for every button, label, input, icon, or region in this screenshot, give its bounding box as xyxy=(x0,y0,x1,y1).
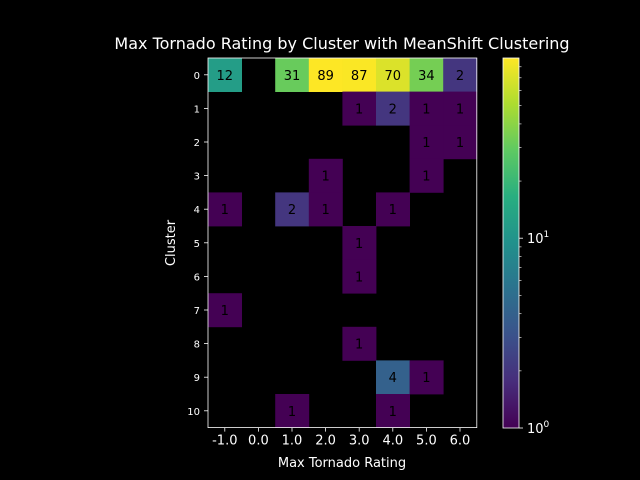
cell-value-label: 1 xyxy=(422,371,430,386)
heatmap-cell xyxy=(342,91,377,126)
chart-title: Max Tornado Rating by Cluster with MeanS… xyxy=(114,34,569,53)
heatmap-cell xyxy=(308,192,343,227)
heatmap-cell xyxy=(409,360,444,395)
cell-value-label: 1 xyxy=(355,237,363,252)
y-tick-label: 2 xyxy=(194,138,200,149)
cell-value-label: 70 xyxy=(385,69,402,84)
y-tick-label: 9 xyxy=(194,373,200,384)
cell-value-label: 87 xyxy=(351,69,368,84)
cell-value-label: 4 xyxy=(389,371,397,386)
cell-value-label: 1 xyxy=(221,203,229,218)
x-tick-label: 1.0 xyxy=(282,434,303,449)
colorbar-gradient xyxy=(503,58,519,428)
heatmap-cell xyxy=(443,125,478,160)
cell-value-label: 1 xyxy=(389,203,397,218)
heatmap-cell xyxy=(308,158,343,193)
heatmap-cell xyxy=(208,192,242,227)
heatmap-cell xyxy=(376,58,410,92)
y-tick-label: 3 xyxy=(194,172,200,183)
cell-value-label: 89 xyxy=(317,69,334,84)
cell-value-label: 1 xyxy=(456,136,464,151)
colorbar-tick-label: 101 xyxy=(527,230,549,247)
cell-value-label: 12 xyxy=(217,69,234,84)
heatmap-cell xyxy=(409,158,444,193)
heatmap-cell xyxy=(208,58,242,92)
cell-value-label: 2 xyxy=(456,69,464,84)
heatmap-cell xyxy=(376,192,410,227)
y-tick-label: 0 xyxy=(194,71,200,82)
heatmap-cell xyxy=(376,360,410,395)
heatmap-cell xyxy=(342,226,377,260)
heatmap-cell xyxy=(208,293,242,328)
colorbar-tick-label: 100 xyxy=(527,420,550,437)
x-tick-label: 4.0 xyxy=(382,434,403,449)
y-tick-label: 6 xyxy=(194,272,200,283)
cell-value-label: 1 xyxy=(422,102,430,117)
heatmap-cell xyxy=(308,58,343,92)
heatmap-cell xyxy=(275,192,310,227)
colorbar: 100 101 xyxy=(502,57,550,437)
cell-value-label: 1 xyxy=(288,405,296,420)
heatmap-cell xyxy=(409,58,444,92)
cell-value-label: 34 xyxy=(418,69,435,84)
y-tick-label: 5 xyxy=(194,239,200,250)
heatmap-cell xyxy=(275,58,310,92)
cell-value-label: 2 xyxy=(389,102,397,117)
cell-value-label: 2 xyxy=(288,203,296,218)
y-tick-label: 10 xyxy=(187,407,200,418)
cell-value-label: 1 xyxy=(221,304,229,319)
y-axis-label: Cluster xyxy=(164,219,179,266)
heatmap-cell xyxy=(443,91,478,126)
cell-value-label: 1 xyxy=(355,270,363,285)
cell-value-label: 1 xyxy=(355,338,363,353)
x-tick-label: 6.0 xyxy=(450,434,471,449)
cell-value-label: 1 xyxy=(321,170,329,185)
cell-value-label: 31 xyxy=(284,69,301,84)
x-tick-label: -1.0 xyxy=(212,434,237,449)
heatmap-cell xyxy=(342,259,377,294)
heatmap-cell xyxy=(275,394,310,428)
y-tick-label: 7 xyxy=(194,306,200,317)
heatmap-cell xyxy=(376,394,410,428)
heatmap-cell xyxy=(409,125,444,160)
y-tick-label: 4 xyxy=(194,205,200,216)
x-tick-label: 2.0 xyxy=(315,434,336,449)
heatmap-cell xyxy=(409,91,444,126)
cell-value-label: 1 xyxy=(355,102,363,117)
colorbar-frame xyxy=(502,57,520,429)
cell-value-label: 1 xyxy=(422,136,430,151)
y-tick-label: 8 xyxy=(194,340,200,351)
cell-value-label: 1 xyxy=(321,203,329,218)
cell-value-label: 1 xyxy=(422,170,430,185)
x-tick-label: 3.0 xyxy=(349,434,370,449)
x-axis-label: Max Tornado Rating xyxy=(278,456,406,471)
y-tick-label: 1 xyxy=(194,104,200,115)
heatmap-cell xyxy=(342,58,377,92)
x-tick-label: 5.0 xyxy=(416,434,437,449)
cell-value-label: 1 xyxy=(389,405,397,420)
heatmap-cell xyxy=(376,91,410,126)
heatmap-cell xyxy=(443,58,478,92)
cell-value-label: 1 xyxy=(456,102,464,117)
x-tick-label: 0.0 xyxy=(248,434,269,449)
heatmap-cell xyxy=(342,326,377,361)
